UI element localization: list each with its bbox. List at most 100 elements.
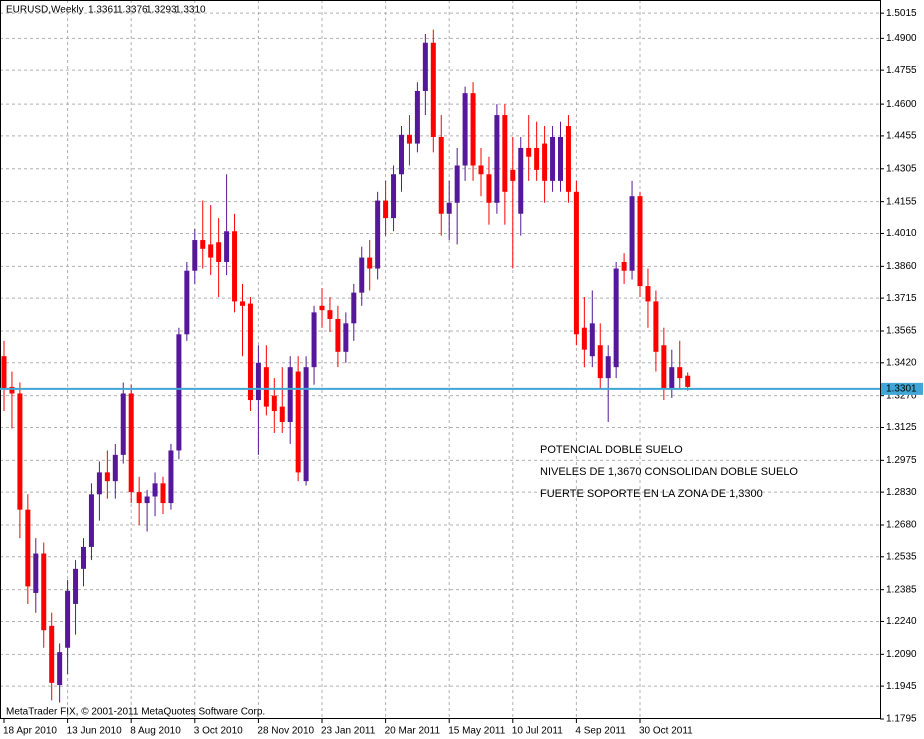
candle-body	[677, 367, 683, 379]
y-tick-label: 1.4305	[886, 163, 917, 174]
annotation: FUERTE SOPORTE EN LA ZONA DE 1,3300	[540, 488, 763, 500]
candle-body	[327, 310, 333, 319]
x-tick-label: 3 Oct 2010	[194, 726, 243, 737]
quote-low: 1.3293	[146, 5, 177, 16]
candle-body	[200, 240, 206, 249]
y-tick-label: 1.3565	[886, 326, 917, 337]
y-tick-label: 1.2830	[886, 487, 917, 498]
candle-body	[534, 147, 540, 170]
candles	[1, 29, 691, 703]
candle-body	[240, 301, 245, 306]
candle-body	[430, 42, 436, 138]
quote-close: 1.3310	[175, 5, 206, 16]
y-tick-label: 1.1945	[886, 681, 917, 692]
candle-body	[192, 240, 198, 271]
candle-body	[104, 472, 110, 482]
x-tick-label: 30 Oct 2011	[639, 726, 693, 737]
x-tick-label: 23 Jan 2011	[321, 726, 376, 737]
candle-body	[216, 242, 222, 262]
candle-body	[565, 126, 571, 192]
candle-body	[128, 393, 134, 493]
candle-body	[152, 483, 158, 497]
candle-body	[542, 143, 548, 181]
candle-body	[597, 345, 603, 379]
candle-body	[279, 406, 285, 422]
candle-body	[287, 367, 293, 422]
candle-body	[518, 147, 524, 214]
x-tick-label: 4 Sep 2011	[575, 726, 626, 737]
candle-body	[399, 134, 404, 175]
candle-body	[33, 553, 39, 593]
candle-body	[17, 393, 23, 510]
annotation: NIVELES DE 1,3670 CONSOLIDAN DOBLE SUELO	[540, 466, 798, 478]
x-tick-label: 18 Apr 2010	[3, 726, 57, 737]
y-tick-label: 1.4755	[886, 65, 917, 76]
y-tick-label: 1.2975	[886, 455, 917, 466]
plot-frame	[0, 0, 881, 719]
candle-body	[375, 200, 381, 269]
candle-body	[41, 553, 47, 631]
candle-body	[502, 115, 508, 192]
candle-body	[359, 257, 365, 293]
current-price-label: 1.3301	[886, 384, 917, 395]
y-tick-label: 1.5015	[886, 8, 917, 19]
candle-body	[414, 90, 420, 144]
candle-body	[406, 134, 412, 144]
candle-body	[343, 323, 349, 352]
y-tick-label: 1.3420	[886, 357, 917, 368]
candle-body	[685, 375, 691, 387]
candle-body	[96, 472, 102, 495]
candle-body	[57, 652, 63, 686]
x-tick-label: 15 May 2011	[448, 726, 506, 737]
y-tick-label: 1.2090	[886, 649, 917, 660]
candle-body	[49, 625, 55, 683]
candle-body	[335, 318, 341, 352]
candle-body	[637, 196, 643, 287]
candle-body	[669, 367, 675, 390]
candle-body	[263, 367, 269, 407]
candle-body	[319, 305, 325, 311]
candle-body	[65, 590, 71, 648]
candle-body	[550, 137, 556, 181]
candle-body	[462, 93, 468, 166]
candle-body	[9, 386, 15, 394]
candle-body	[73, 568, 79, 604]
y-tick-label: 1.1795	[886, 714, 917, 725]
candle-body	[351, 292, 357, 324]
x-tick-label: 10 Jul 2011	[512, 726, 563, 737]
candle-body	[661, 345, 667, 390]
candle-body	[478, 165, 484, 175]
candle-body	[645, 286, 651, 302]
candle-body	[255, 362, 261, 401]
candle-body	[526, 147, 532, 157]
y-tick-label: 1.2535	[886, 551, 917, 562]
y-tick-label: 1.4010	[886, 228, 917, 239]
y-tick-label: 1.3715	[886, 293, 917, 304]
candle-body	[88, 494, 94, 547]
y-tick-label: 1.2240	[886, 616, 917, 627]
quote-high: 1.3376	[117, 5, 148, 16]
candle-body	[367, 257, 373, 269]
candle-body	[470, 93, 476, 166]
candle-body	[446, 202, 452, 214]
y-tick-label: 1.3125	[886, 422, 917, 433]
y-tick-label: 1.3860	[886, 261, 917, 272]
y-tick-label: 1.4155	[886, 196, 917, 207]
candle-body	[438, 137, 444, 214]
candle-body	[112, 454, 118, 482]
candle-body	[224, 231, 230, 262]
candle-body	[25, 509, 31, 587]
candle-body	[136, 492, 142, 504]
candle-body	[144, 496, 150, 504]
y-tick-label: 1.2385	[886, 584, 917, 595]
candle-body	[589, 323, 595, 357]
candle-body	[454, 165, 460, 203]
candle-body	[613, 268, 619, 368]
candle-body	[247, 303, 253, 401]
candle-body	[494, 115, 500, 203]
candle-body	[81, 546, 86, 569]
candle-body	[391, 174, 397, 219]
candle-body	[653, 301, 659, 352]
